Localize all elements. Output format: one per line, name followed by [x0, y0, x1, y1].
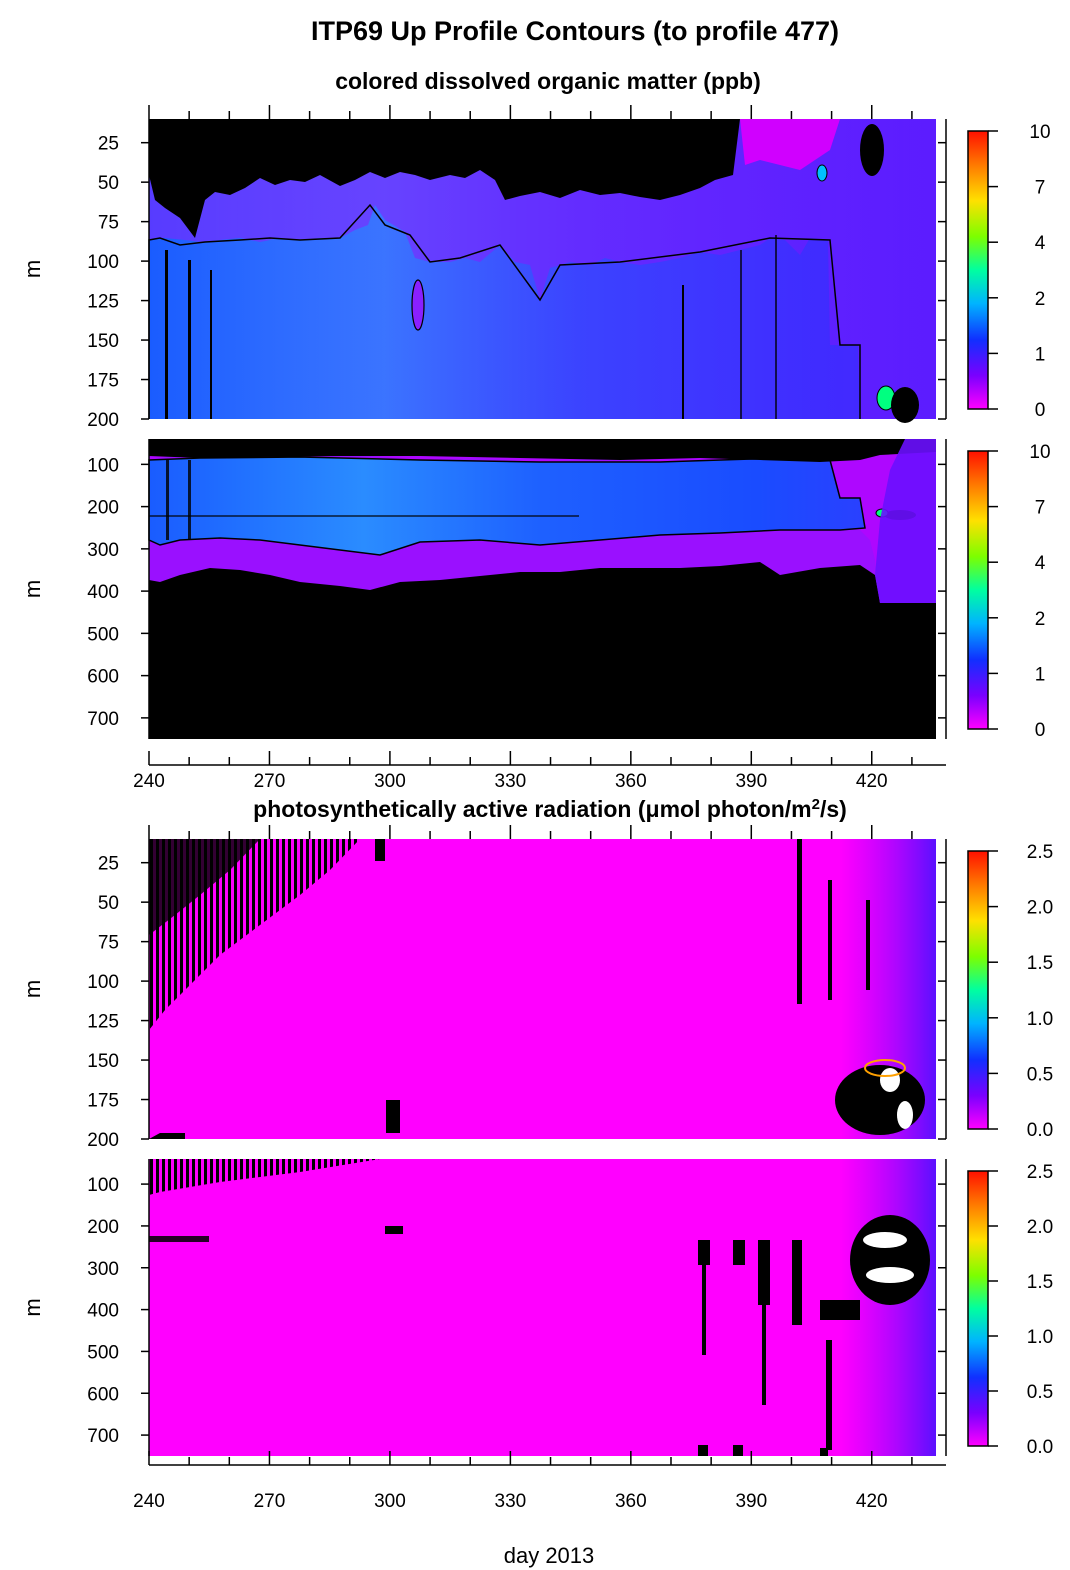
y-tick-label: 75 — [98, 933, 119, 954]
colorbar-tick-label: 10 — [1029, 122, 1050, 143]
y-tick-label: 300 — [87, 540, 119, 561]
x-tick-label: 270 — [254, 771, 286, 792]
colorbar-tick-label: 7 — [1035, 178, 1046, 199]
y-tick-label: 700 — [87, 1426, 119, 1447]
colorbar-tick-label: 4 — [1035, 553, 1046, 574]
x-tick-label: 240 — [133, 1491, 165, 1512]
par-section-title: photosynthetically active radiation (μmo… — [253, 796, 847, 823]
par-title-superscript: 2 — [812, 796, 820, 813]
y-tick-label: 125 — [87, 292, 119, 313]
y-tick-label: 150 — [87, 1051, 119, 1072]
colorbar-tick-label: 1.0 — [1027, 1327, 1053, 1348]
x-tick-label: 360 — [615, 771, 647, 792]
colorbar-tick-label: 2.0 — [1027, 1217, 1053, 1238]
x-tick-label: 270 — [254, 1491, 286, 1512]
colorbar-tick-label: 0.5 — [1027, 1382, 1053, 1403]
y-tick-label: 200 — [87, 410, 119, 431]
y-tick-label: 500 — [87, 1342, 119, 1363]
cdom-panel-deep-field — [148, 439, 936, 739]
colorbar — [967, 850, 989, 1130]
par-panel-shallow-field — [149, 839, 936, 1139]
colorbar-tick-label: 0.0 — [1027, 1120, 1053, 1141]
x-tick-label: 300 — [374, 1491, 406, 1512]
x-tick-label: 420 — [856, 1491, 888, 1512]
colorbar-tick-label: 0.5 — [1027, 1064, 1053, 1085]
y-tick-label: 50 — [98, 173, 119, 194]
colorbar-tick-label: 2 — [1035, 609, 1046, 630]
par-title-end: /s) — [820, 796, 847, 822]
y-tick-label: 200 — [87, 498, 119, 519]
y-tick-label: 500 — [87, 624, 119, 645]
y-tick-label: 50 — [98, 893, 119, 914]
y-tick-label: 175 — [87, 371, 119, 392]
y-tick-label: 25 — [98, 134, 119, 155]
y-tick-label: 700 — [87, 709, 119, 730]
y-axis-label: m — [20, 260, 45, 278]
x-tick-label: 390 — [735, 771, 767, 792]
y-tick-label: 25 — [98, 854, 119, 875]
colorbar-tick-label: 1 — [1035, 664, 1046, 685]
y-tick-label: 200 — [87, 1130, 119, 1151]
figure-title: ITP69 Up Profile Contours (to profile 47… — [311, 16, 839, 46]
colorbar-tick-label: 4 — [1035, 233, 1046, 254]
colorbar — [967, 1170, 989, 1447]
x-tick-label: 330 — [495, 771, 527, 792]
colorbar-tick-label: 10 — [1029, 442, 1050, 463]
par-panel-deep-field — [149, 1159, 936, 1456]
y-axis-label: m — [20, 580, 45, 598]
colorbar-tick-label: 1.0 — [1027, 1009, 1053, 1030]
colorbar-tick-label: 0 — [1035, 400, 1046, 421]
y-tick-label: 75 — [98, 213, 119, 234]
y-tick-label: 100 — [87, 252, 119, 273]
y-tick-label: 400 — [87, 582, 119, 603]
cdom-panel-shallow-field — [148, 119, 936, 423]
x-tick-label: 300 — [374, 771, 406, 792]
colorbar-tick-label: 1.5 — [1027, 1272, 1053, 1293]
par-title-text: photosynthetically active radiation (μmo… — [253, 796, 811, 822]
y-tick-label: 125 — [87, 1012, 119, 1033]
y-tick-label: 200 — [87, 1217, 119, 1238]
y-tick-label: 175 — [87, 1091, 119, 1112]
colorbar-tick-label: 1.5 — [1027, 953, 1053, 974]
x-tick-label: 240 — [133, 771, 165, 792]
colorbar-tick-label: 0.0 — [1027, 1437, 1053, 1458]
y-tick-label: 100 — [87, 1175, 119, 1196]
y-axis-label: m — [20, 1298, 45, 1316]
x-tick-label: 420 — [856, 771, 888, 792]
colorbar-tick-label: 2.0 — [1027, 898, 1053, 919]
colorbar — [967, 450, 989, 730]
x-axis-label: day 2013 — [504, 1543, 595, 1568]
colorbar-tick-label: 2 — [1035, 289, 1046, 310]
axes-layer: 255075100125150175200m107421010020030040… — [20, 105, 1053, 1512]
x-tick-label: 360 — [615, 1491, 647, 1512]
colorbar-tick-label: 0 — [1035, 720, 1046, 741]
colorbar-tick-label: 2.5 — [1027, 1162, 1053, 1183]
x-tick-label: 330 — [495, 1491, 527, 1512]
y-tick-label: 600 — [87, 1384, 119, 1405]
colorbar-tick-label: 1 — [1035, 344, 1046, 365]
colorbar-tick-label: 7 — [1035, 498, 1046, 519]
y-tick-label: 100 — [87, 455, 119, 476]
y-tick-label: 300 — [87, 1259, 119, 1280]
y-axis-label: m — [20, 980, 45, 998]
colorbar-tick-label: 2.5 — [1027, 842, 1053, 863]
y-tick-label: 100 — [87, 972, 119, 993]
y-tick-label: 400 — [87, 1301, 119, 1322]
x-tick-label: 390 — [735, 1491, 767, 1512]
y-tick-label: 600 — [87, 667, 119, 688]
colorbar — [967, 130, 989, 410]
y-tick-label: 150 — [87, 331, 119, 352]
cdom-section-title: colored dissolved organic matter (ppb) — [335, 68, 761, 94]
